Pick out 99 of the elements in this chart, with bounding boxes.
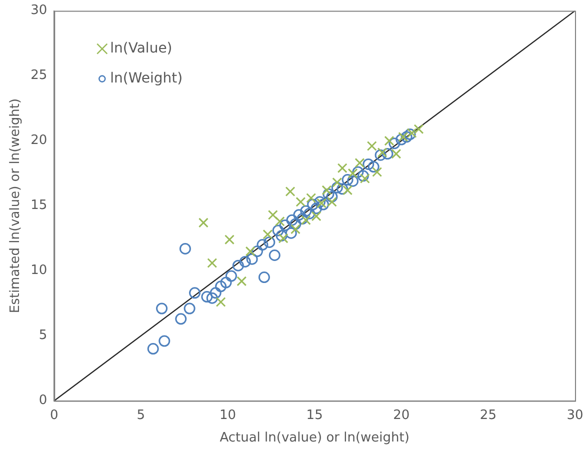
point — [354, 158, 365, 168]
point — [391, 148, 402, 159]
point — [245, 246, 256, 256]
y-tick-label: 5 — [38, 328, 48, 344]
y-tick-label: 10 — [30, 263, 48, 278]
point — [220, 276, 232, 288]
point — [406, 128, 417, 138]
point — [368, 161, 380, 173]
point — [388, 138, 400, 150]
point — [285, 227, 297, 239]
point — [236, 276, 247, 286]
point — [268, 249, 280, 261]
point — [311, 211, 322, 222]
point — [398, 132, 408, 142]
point — [342, 185, 353, 196]
point — [322, 188, 334, 200]
point — [331, 182, 343, 194]
point — [246, 253, 258, 265]
point — [374, 149, 386, 161]
point — [264, 236, 276, 248]
point — [232, 260, 244, 272]
point — [201, 291, 213, 303]
point — [377, 148, 388, 158]
point — [278, 233, 288, 244]
point — [285, 186, 296, 196]
point — [348, 168, 358, 178]
y-tick-label: 20 — [30, 133, 48, 148]
x-tick-label: 20 — [393, 408, 410, 423]
point — [272, 224, 284, 236]
point — [310, 202, 322, 214]
point — [296, 213, 308, 225]
legend-label: ln(Value) — [110, 40, 172, 56]
point — [262, 229, 273, 240]
point — [147, 343, 159, 355]
point — [306, 193, 316, 203]
point — [307, 198, 319, 210]
point — [337, 163, 348, 174]
point — [360, 174, 370, 184]
point — [286, 214, 298, 226]
point — [357, 170, 369, 182]
y-tick-label: 15 — [30, 198, 48, 214]
point — [326, 190, 338, 202]
point — [210, 287, 222, 299]
x-axis-title: Actual ln(value) or ln(weight) — [220, 430, 410, 446]
x-tick-label: 15 — [306, 408, 323, 423]
point — [158, 335, 170, 347]
x-tick-label: 5 — [136, 408, 146, 423]
x-tick-label: 0 — [50, 408, 58, 423]
point — [156, 302, 168, 314]
point — [336, 183, 348, 195]
point — [179, 242, 191, 254]
point — [304, 208, 316, 220]
point — [296, 196, 306, 207]
point — [362, 158, 374, 170]
point — [216, 297, 226, 307]
point — [279, 220, 291, 232]
point — [198, 218, 208, 228]
point — [258, 272, 270, 284]
point — [225, 270, 237, 282]
point — [414, 124, 424, 134]
legend-label: ln(Weight) — [110, 70, 183, 86]
y-axis-title: Estimated ln(value) or ln(weight) — [8, 98, 24, 314]
point — [184, 302, 196, 314]
point — [256, 239, 268, 251]
x-tick-label: 10 — [219, 408, 236, 423]
point — [300, 215, 311, 226]
point — [314, 196, 326, 208]
point — [293, 209, 305, 221]
point — [268, 210, 278, 220]
point — [322, 185, 332, 196]
point — [372, 167, 382, 177]
y-tick-label: 0 — [38, 393, 48, 408]
point — [332, 177, 342, 188]
point — [382, 148, 394, 160]
point — [342, 174, 354, 186]
point — [326, 196, 337, 207]
point — [215, 280, 227, 292]
point — [300, 205, 312, 217]
point — [384, 136, 394, 146]
point — [224, 234, 234, 245]
point — [276, 230, 288, 242]
point — [274, 216, 285, 226]
point — [396, 134, 408, 146]
point — [189, 287, 201, 299]
point — [352, 166, 364, 178]
point — [206, 292, 218, 304]
point — [366, 141, 377, 151]
point — [175, 313, 187, 325]
point — [207, 258, 218, 268]
point — [347, 175, 359, 187]
point — [400, 131, 412, 143]
y-tick-label: 25 — [30, 68, 48, 84]
point — [239, 256, 251, 268]
x-tick-label: 25 — [480, 408, 496, 423]
point — [252, 246, 264, 258]
x-tick-label: 30 — [566, 408, 584, 423]
point — [290, 224, 300, 234]
point — [404, 128, 416, 140]
y-tick-label: 30 — [30, 3, 48, 18]
